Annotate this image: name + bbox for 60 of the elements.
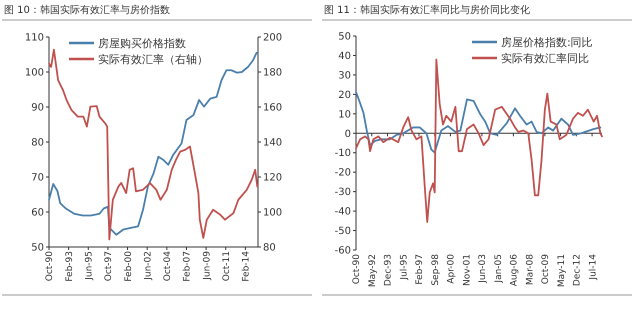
y2-tick-label: 140 [263, 138, 282, 148]
y-tick-label: 0 [344, 128, 351, 140]
x-tick-label: Oct-90 [352, 254, 362, 284]
legend-label: 房屋价格指数:同比 [501, 36, 593, 49]
y-tick-label: 80 [31, 138, 44, 148]
y-tick-label: -20 [334, 168, 351, 179]
x-tick-label: Jul-95 [399, 254, 410, 281]
x-tick-label: May-92 [368, 254, 378, 288]
y-tick-label: -60 [334, 246, 351, 256]
x-tick-label: Oct-04 [163, 250, 174, 282]
y-tick-label: 90 [31, 102, 44, 114]
y-tick-label: -50 [334, 226, 351, 238]
x-tick-label: Oct-90 [45, 250, 56, 282]
x-tick-label: Aug-06 [510, 254, 520, 286]
y-tick-label: 100 [24, 68, 44, 78]
y-tick-label: 50 [31, 242, 44, 254]
x-tick-label: Feb-14 [242, 250, 252, 282]
x-tick-label: Jun-02 [143, 251, 154, 281]
y-tick-label: -10 [334, 148, 351, 160]
legend-label: 房屋购买价格指数 [98, 37, 186, 50]
y-tick-label: 10 [338, 109, 351, 120]
legend-label: 实际有效汇率同比 [501, 52, 589, 65]
x-tick-label: Feb-00 [124, 250, 134, 282]
x-tick-label: May-11 [556, 254, 567, 288]
y2-tick-label: 80 [263, 242, 276, 254]
y-tick-label: 20 [338, 90, 351, 101]
x-tick-label: Jun-03 [478, 254, 488, 284]
x-tick-label: Nov-01 [462, 254, 472, 286]
y2-tick-label: 180 [263, 68, 282, 78]
x-tick-label: Feb-07 [182, 251, 193, 282]
x-tick-label: Oct-97 [104, 251, 114, 282]
y2-tick-label: 200 [263, 32, 282, 44]
y-tick-label: 70 [31, 172, 44, 184]
y-tick-label: 110 [24, 32, 44, 44]
x-tick-label: Jun-95 [84, 251, 94, 281]
x-tick-label: Apr-00 [446, 254, 457, 284]
chart-title: 图 10：韩国实际有效汇率与房价指数 [4, 4, 170, 16]
x-tick-label: Jul-14 [588, 254, 598, 281]
y2-tick-label: 100 [263, 208, 282, 218]
x-tick-label: Oct-11 [222, 251, 232, 282]
y-tick-label: -40 [334, 206, 351, 218]
y-tick-label: 60 [31, 208, 44, 218]
chart-title: 图 11：韩国实际有效汇率同比与房价同比变化 [324, 4, 530, 16]
x-tick-label: Feb-93 [64, 251, 75, 282]
y-tick-label: 30 [338, 70, 351, 82]
x-tick-label: Dec-12 [572, 254, 583, 286]
x-tick-label: Jun-09 [202, 250, 212, 281]
x-tick-label: Sep-98 [430, 254, 441, 286]
x-tick-label: Feb-97 [415, 254, 426, 285]
y-tick-label: 40 [338, 50, 351, 62]
y-tick-label: 50 [338, 32, 351, 42]
y2-tick-label: 160 [263, 102, 282, 114]
x-tick-label: Dec-93 [384, 254, 394, 286]
y-tick-label: -30 [334, 187, 351, 198]
x-tick-label: Jan-05 [494, 254, 504, 284]
x-tick-label: Oct-09 [541, 254, 552, 284]
y2-tick-label: 120 [263, 172, 282, 184]
line-series [355, 91, 602, 154]
legend-label: 实际有效汇率（右轴） [98, 53, 208, 66]
x-tick-label: Mar-08 [525, 254, 536, 286]
